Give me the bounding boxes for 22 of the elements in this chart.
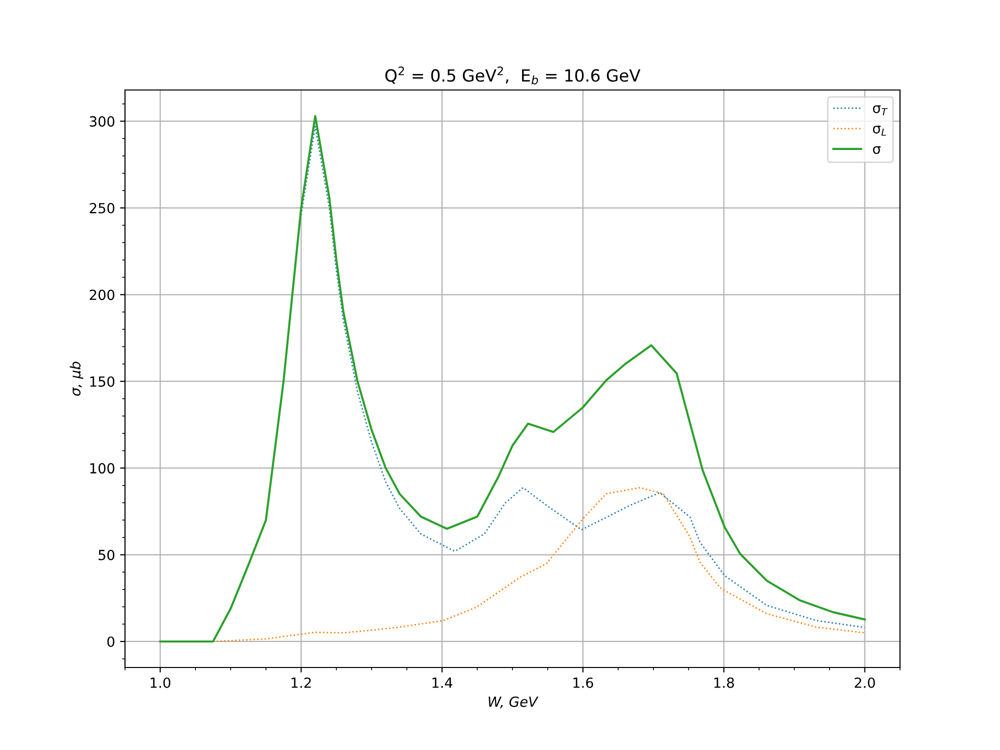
x-tick-label: 1.0 (150, 677, 170, 688)
x-tick-label: 1.8 (714, 677, 734, 688)
y-axis-title: σ, μb (70, 362, 84, 396)
x-tick-label: 1.6 (573, 677, 594, 688)
chart-title: Q$^{2}$ = 0.5 GeV$^{2}$, E$_{b}$ = 10.6 GeV (385, 66, 640, 84)
y-tick-label: 250 (90, 202, 114, 214)
y-tick-label: 200 (90, 290, 114, 300)
legend-label: σ$_{T}$ (872, 105, 888, 116)
y-tick-label: 150 (90, 376, 114, 387)
x-tick-label: 2.0 (854, 677, 875, 688)
legend-label: σ (872, 146, 881, 154)
line-series (300, 126, 866, 628)
y-tick-label: 50 (98, 550, 114, 560)
x-axis-title: W, GeV (488, 696, 538, 708)
y-tick-label: 0 (107, 636, 114, 647)
line-series (159, 114, 866, 643)
line-series (212, 486, 866, 642)
legend-label: σ$_{L}$ (872, 126, 886, 136)
y-tick-label: 300 (90, 116, 114, 127)
x-tick-label: 1.4 (432, 678, 452, 688)
x-tick-label: 1.2 (292, 677, 311, 688)
y-tick-label: 100 (90, 463, 114, 474)
